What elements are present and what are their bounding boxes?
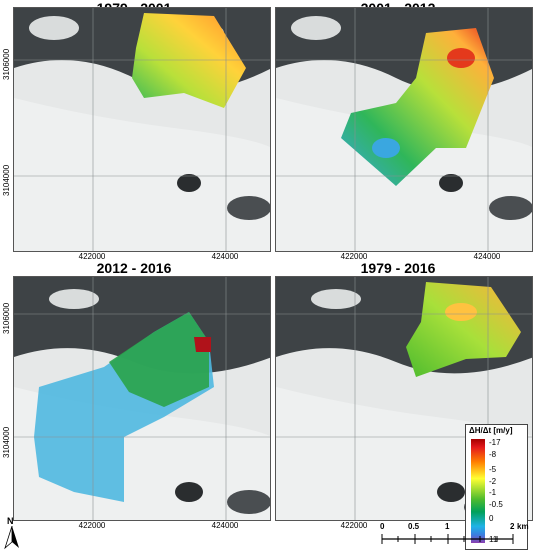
map-panel-1979-2001 bbox=[13, 7, 271, 252]
scale-unit: km bbox=[517, 522, 529, 531]
north-arrow-icon bbox=[4, 526, 19, 550]
x-tick-a-2: 424000 bbox=[211, 252, 239, 261]
legend-label: 0 bbox=[489, 514, 494, 523]
legend-label: -8 bbox=[489, 450, 497, 459]
x-tick-c-1: 422000 bbox=[78, 521, 106, 530]
scale-label-2: 2 bbox=[510, 522, 515, 531]
map-svg-2012-2016 bbox=[14, 277, 270, 520]
north-arrow: N bbox=[4, 516, 28, 550]
legend: ΔH/Δt [m/y] -17 -8 -5 -2 -1 -0.5 0 11 bbox=[465, 424, 528, 550]
x-tick-a-1: 422000 bbox=[78, 252, 106, 261]
legend-title: ΔH/Δt [m/y] bbox=[469, 426, 513, 435]
scale-label-0: 0 bbox=[380, 522, 385, 531]
x-tick-d-1: 422000 bbox=[340, 521, 368, 530]
legend-color-bar bbox=[471, 439, 485, 543]
map-panel-2012-2016 bbox=[13, 276, 271, 521]
map-panel-2001-2012 bbox=[275, 7, 533, 252]
y-tick-c-2: 3104000 bbox=[2, 426, 11, 458]
map-svg-1979-2001 bbox=[14, 8, 270, 251]
y-tick-a-1: 3106000 bbox=[2, 48, 11, 80]
legend-label: -2 bbox=[489, 477, 497, 486]
y-tick-a-2: 3104000 bbox=[2, 164, 11, 196]
legend-label: -17 bbox=[489, 438, 501, 447]
map-svg-2001-2012 bbox=[276, 8, 532, 251]
scale-bar: 0 0.5 1 2 km bbox=[378, 515, 529, 550]
x-tick-b-1: 422000 bbox=[340, 252, 368, 261]
x-tick-b-2: 424000 bbox=[473, 252, 501, 261]
panel-title-1979-2016: 1979 - 2016 bbox=[360, 260, 436, 276]
scale-label-0-5: 0.5 bbox=[408, 522, 420, 531]
legend-label: -0.5 bbox=[489, 500, 503, 509]
legend-label: -5 bbox=[489, 465, 497, 474]
x-tick-c-2: 424000 bbox=[211, 521, 239, 530]
north-arrow-label: N bbox=[7, 516, 14, 526]
y-tick-c-1: 3106000 bbox=[2, 302, 11, 334]
legend-label: -1 bbox=[489, 488, 497, 497]
scale-label-1: 1 bbox=[445, 522, 450, 531]
scale-bar-graphic bbox=[381, 534, 514, 544]
panel-title-2012-2016: 2012 - 2016 bbox=[96, 260, 172, 276]
